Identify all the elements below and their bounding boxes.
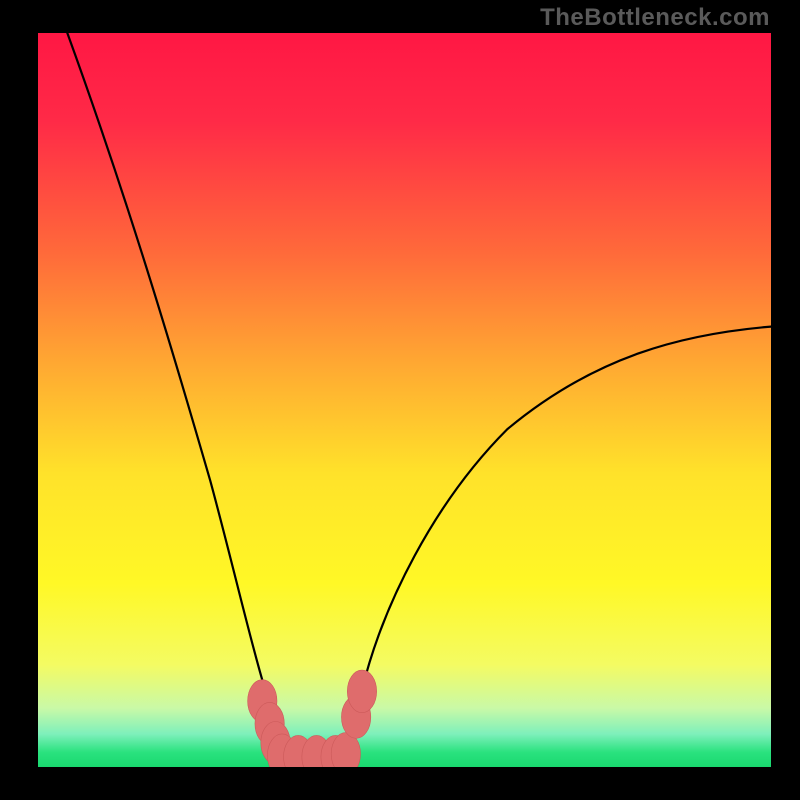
chart-plot <box>38 33 771 767</box>
curve-marker <box>347 670 376 713</box>
border-left <box>0 0 38 800</box>
watermark-label: TheBottleneck.com <box>540 4 770 32</box>
border-right <box>771 0 800 800</box>
border-bottom <box>0 767 800 800</box>
chart-background <box>38 33 771 767</box>
